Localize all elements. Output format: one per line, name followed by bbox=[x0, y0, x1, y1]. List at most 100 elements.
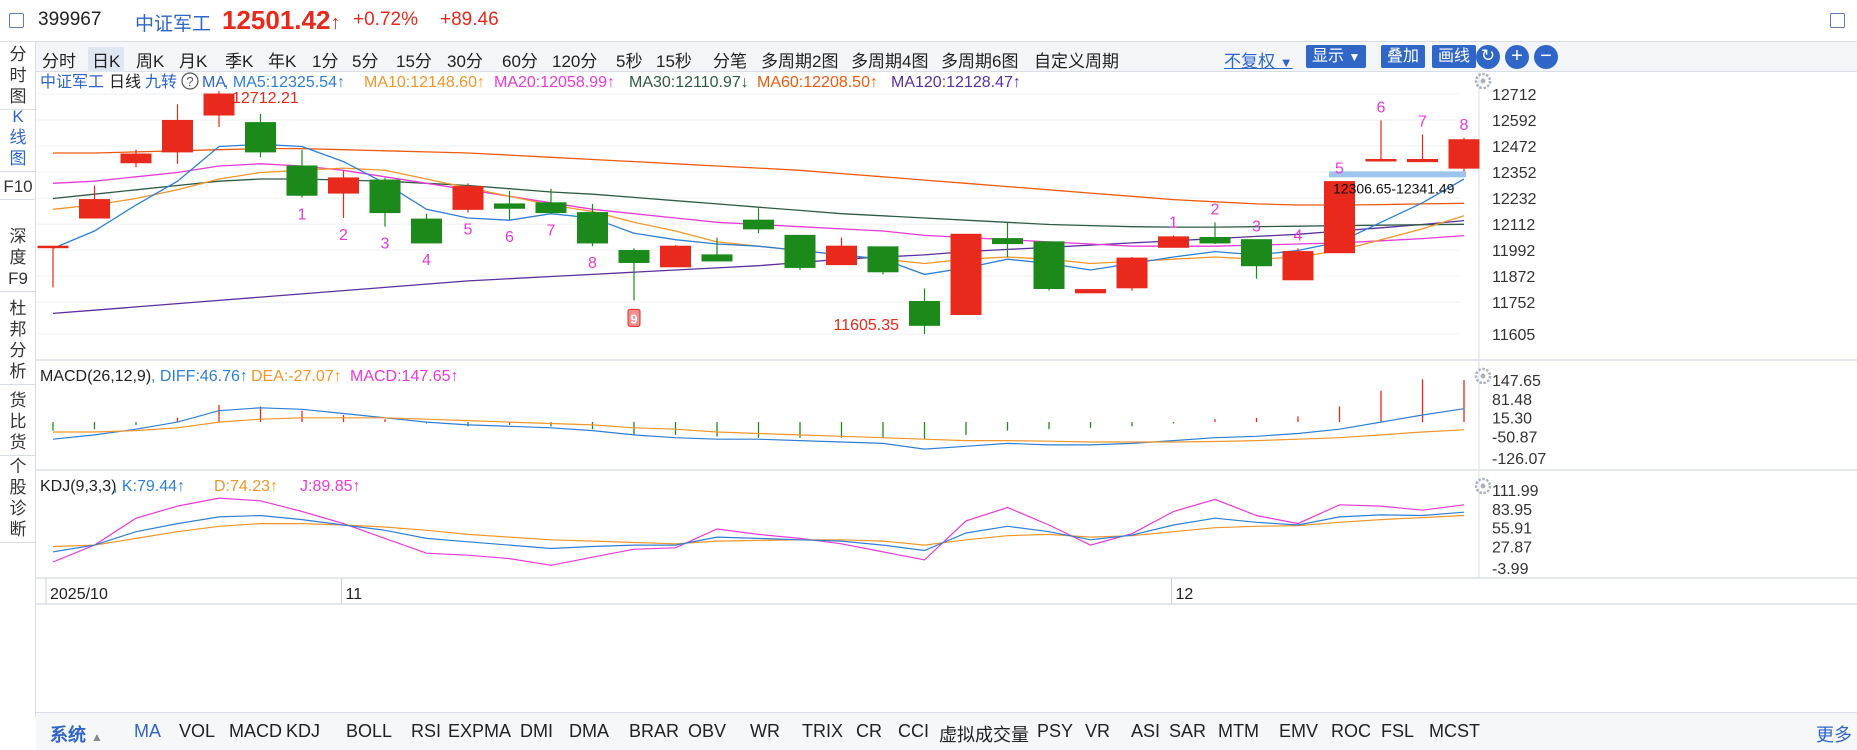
nav-item-0[interactable]: 分时图 bbox=[0, 42, 36, 110]
candle-body[interactable] bbox=[1448, 139, 1480, 169]
zoom-in-button[interactable]: + bbox=[1505, 45, 1529, 69]
period-13[interactable]: 15秒 bbox=[656, 52, 692, 71]
gear-icon[interactable] bbox=[1474, 477, 1492, 495]
indicator-tab-roc[interactable]: ROC bbox=[1331, 721, 1371, 741]
period-18[interactable]: 自定义周期 bbox=[1034, 52, 1119, 71]
indicator-tab-trix[interactable]: TRIX bbox=[802, 721, 844, 741]
indicator-tab-fsl[interactable]: FSL bbox=[1381, 721, 1415, 741]
candle-body[interactable] bbox=[826, 245, 857, 266]
stock-name[interactable]: 中证军工 bbox=[135, 14, 212, 35]
indicator-tab-emv[interactable]: EMV bbox=[1279, 721, 1319, 741]
candle-body[interactable] bbox=[79, 199, 110, 219]
period-1[interactable]: 日K bbox=[88, 47, 125, 72]
nav-item-5[interactable]: 货比货 bbox=[0, 388, 36, 456]
indicator-tab-boll[interactable]: BOLL bbox=[346, 721, 393, 741]
candle-body[interactable] bbox=[37, 245, 69, 249]
candle-body[interactable] bbox=[577, 212, 608, 244]
candle-body[interactable] bbox=[950, 233, 982, 315]
period-12[interactable]: 5秒 bbox=[616, 52, 643, 71]
system-tab[interactable]: 系统 ▲ bbox=[50, 725, 103, 745]
indicator-tab-vol[interactable]: VOL bbox=[179, 721, 216, 741]
period-5[interactable]: 年K bbox=[268, 52, 297, 71]
candle-body[interactable] bbox=[369, 179, 401, 214]
indicator-tab-vr[interactable]: VR bbox=[1085, 721, 1111, 741]
display-button[interactable]: 显示 ▼ bbox=[1306, 45, 1367, 68]
candle-body[interactable] bbox=[992, 238, 1023, 245]
period-15[interactable]: 多周期2图 bbox=[761, 52, 839, 71]
candle-body[interactable] bbox=[743, 219, 774, 230]
candle-body[interactable] bbox=[701, 254, 733, 262]
refresh-icon[interactable]: ↻ bbox=[1476, 45, 1500, 69]
candle-body[interactable] bbox=[203, 93, 235, 116]
indicator-tab-sar[interactable]: SAR bbox=[1169, 721, 1207, 741]
candle-body[interactable] bbox=[867, 246, 899, 273]
candle-body[interactable] bbox=[1282, 251, 1314, 281]
indicator-tab-dma[interactable]: DMA bbox=[569, 721, 609, 741]
indicator-tab-mtm[interactable]: MTM bbox=[1218, 721, 1259, 741]
indicator-tab-asi[interactable]: ASI bbox=[1131, 721, 1161, 741]
candle-body[interactable] bbox=[286, 165, 318, 196]
indicator-tab-obv[interactable]: OBV bbox=[688, 721, 727, 741]
candle-body[interactable] bbox=[1199, 237, 1231, 244]
indicator-tab-cr[interactable]: CR bbox=[856, 721, 882, 741]
indicator-tab-dmi[interactable]: DMI bbox=[520, 721, 553, 741]
help-icon[interactable] bbox=[181, 72, 199, 90]
indicator-tab-mcst[interactable]: MCST bbox=[1429, 721, 1480, 741]
indicator-tab-ma[interactable]: MA bbox=[134, 721, 161, 741]
gear-icon[interactable] bbox=[1474, 72, 1492, 90]
indicator-tab-rsi[interactable]: RSI bbox=[411, 721, 442, 741]
candle-body[interactable] bbox=[1241, 239, 1272, 267]
candle-body[interactable] bbox=[909, 300, 940, 326]
overlay-button[interactable]: 叠加 bbox=[1381, 45, 1426, 68]
gear-icon[interactable] bbox=[1474, 367, 1492, 385]
indicator-tab-macd[interactable]: MACD bbox=[229, 721, 282, 741]
period-6[interactable]: 1分 bbox=[312, 52, 339, 71]
period-16[interactable]: 多周期4图 bbox=[851, 52, 929, 71]
indicator-tab-cci[interactable]: CCI bbox=[898, 721, 929, 741]
period-2[interactable]: 周K bbox=[136, 52, 165, 71]
zoom-out-button[interactable]: − bbox=[1534, 45, 1558, 69]
period-8[interactable]: 15分 bbox=[396, 52, 432, 71]
candle-body[interactable] bbox=[328, 177, 359, 194]
period-0[interactable]: 分时 bbox=[42, 52, 76, 71]
candle-body[interactable] bbox=[660, 245, 691, 268]
candle-body[interactable] bbox=[245, 122, 276, 153]
kline-chart[interactable]: 1271212592124721235212232121121199211872… bbox=[36, 72, 1857, 712]
candle-body[interactable] bbox=[1365, 158, 1397, 162]
candle-body[interactable] bbox=[1075, 289, 1106, 294]
candle-body[interactable] bbox=[1033, 241, 1065, 289]
period-4[interactable]: 季K bbox=[225, 52, 254, 71]
period-3[interactable]: 月K bbox=[179, 52, 208, 71]
period-11[interactable]: 120分 bbox=[552, 52, 598, 71]
nav-item-6[interactable]: 个股诊断 bbox=[0, 454, 36, 543]
nav-item-4[interactable]: 杜邦分析 bbox=[0, 296, 36, 385]
candle-body[interactable] bbox=[784, 234, 816, 268]
indicator-tab-虚拟成交量[interactable]: 虚拟成交量 bbox=[939, 725, 1029, 745]
candle-body[interactable] bbox=[1116, 257, 1148, 289]
adjust-dropdown[interactable]: 不复权 ▼ bbox=[1224, 52, 1293, 71]
period-7[interactable]: 5分 bbox=[352, 52, 379, 71]
period-10[interactable]: 60分 bbox=[502, 52, 538, 71]
candle-body[interactable] bbox=[494, 203, 525, 209]
indicator-tab-brar[interactable]: BRAR bbox=[629, 721, 680, 741]
candle-body[interactable] bbox=[411, 218, 442, 244]
indicator-tab-wr[interactable]: WR bbox=[750, 721, 780, 741]
indicator-tab-kdj[interactable]: KDJ bbox=[286, 721, 321, 741]
candle-body[interactable] bbox=[618, 250, 650, 263]
draw-line-button[interactable]: 画线 bbox=[1432, 45, 1477, 68]
candle-body[interactable] bbox=[162, 119, 193, 153]
window-layout-icon[interactable] bbox=[1830, 13, 1845, 28]
period-14[interactable]: 分笔 bbox=[713, 52, 747, 71]
candle-body[interactable] bbox=[452, 186, 484, 210]
period-9[interactable]: 30分 bbox=[447, 52, 483, 71]
candle-body[interactable] bbox=[120, 153, 152, 164]
indicator-tab-expma[interactable]: EXPMA bbox=[448, 721, 512, 741]
nav-item-3[interactable]: 深度 F9 bbox=[0, 224, 36, 292]
period-17[interactable]: 多周期6图 bbox=[941, 52, 1019, 71]
indicator-tab-psy[interactable]: PSY bbox=[1037, 721, 1074, 741]
candle-body[interactable] bbox=[1158, 236, 1189, 248]
window-menu-icon[interactable] bbox=[9, 13, 24, 28]
nav-item-2[interactable]: F10 bbox=[0, 174, 36, 200]
more-link[interactable]: 更多 bbox=[1816, 725, 1852, 745]
